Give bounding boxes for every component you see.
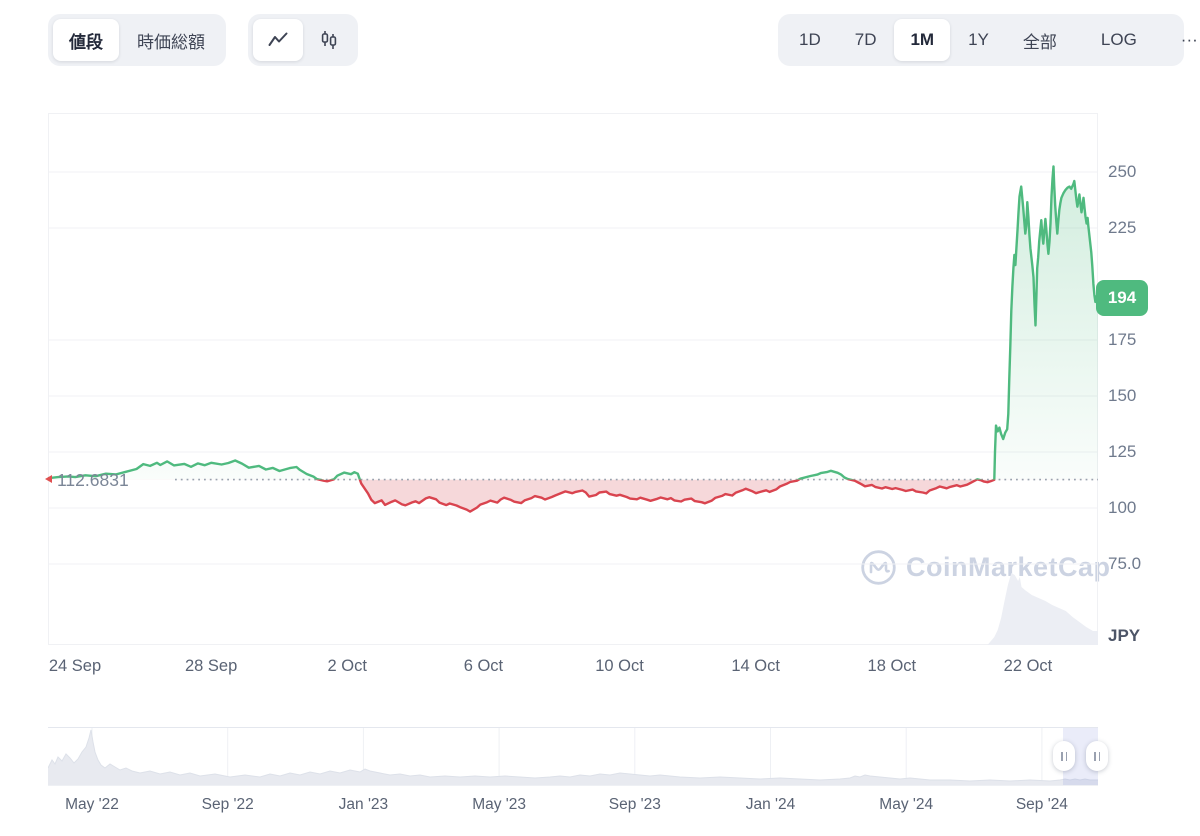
price-line-chart[interactable] bbox=[48, 113, 1098, 645]
navigator-axis-label: May '23 bbox=[472, 796, 526, 813]
range-1y-button[interactable]: 1Y bbox=[952, 19, 1005, 61]
y-axis-label: 75.0 bbox=[1108, 554, 1142, 573]
navigator-right-handle[interactable] bbox=[1086, 741, 1108, 771]
navigator-axis-label: Sep '23 bbox=[608, 796, 661, 813]
line-chart-button[interactable] bbox=[253, 19, 303, 61]
metric-price-button[interactable]: 値段 bbox=[53, 19, 119, 61]
range-toggle: 1D 7D 1M 1Y 全部 LOG ··· bbox=[778, 14, 1198, 66]
range-1d-button[interactable]: 1D bbox=[783, 19, 837, 61]
baseline-price-label: 112.6831 bbox=[57, 470, 129, 490]
range-all-button[interactable]: 全部 bbox=[1007, 19, 1073, 61]
baseline-arrow-icon bbox=[45, 475, 52, 483]
line-chart-icon bbox=[268, 32, 288, 46]
range-7d-button[interactable]: 7D bbox=[839, 19, 893, 61]
navigator-left-handle[interactable] bbox=[1053, 741, 1075, 771]
x-axis-label: 14 Oct bbox=[731, 657, 780, 675]
y-axis-label: 125 bbox=[1108, 442, 1137, 461]
x-axis-label: 6 Oct bbox=[463, 657, 504, 675]
range-1m-button[interactable]: 1M bbox=[894, 19, 951, 61]
x-axis-label: 2 Oct bbox=[327, 657, 367, 675]
y-axis-label: 100 bbox=[1108, 498, 1137, 517]
y-axis-label: 150 bbox=[1108, 386, 1137, 405]
more-options-button[interactable]: ··· bbox=[1165, 19, 1200, 61]
navigator-axis-label: May '22 bbox=[65, 796, 119, 813]
navigator-axis-label: Sep '24 bbox=[1015, 796, 1068, 813]
navigator-axis-label: Jan '23 bbox=[338, 796, 389, 813]
x-axis-label: 18 Oct bbox=[867, 657, 917, 675]
y-axis-label: 175 bbox=[1108, 330, 1137, 349]
navigator-axis-label: May '24 bbox=[879, 796, 934, 813]
y-axis-label: 225 bbox=[1108, 218, 1137, 237]
navigator-axis-label: Sep '22 bbox=[201, 796, 254, 813]
metric-toggle: 値段 時価総額 bbox=[48, 14, 226, 66]
candlestick-button[interactable] bbox=[305, 19, 353, 61]
y-axis-currency-label: JPY bbox=[1108, 626, 1141, 645]
x-axis-label: 22 Oct bbox=[1003, 657, 1053, 675]
x-axis-label: 24 Sep bbox=[48, 657, 102, 675]
metric-marketcap-button[interactable]: 時価総額 bbox=[121, 19, 221, 61]
candlestick-icon bbox=[321, 31, 337, 49]
x-axis-label: 28 Sep bbox=[184, 657, 238, 675]
x-axis-label: 10 Oct bbox=[595, 657, 644, 675]
current-price-badge: 194 bbox=[1096, 280, 1148, 316]
navigator-axis-label: Jan '24 bbox=[745, 796, 796, 813]
y-axis-label: 250 bbox=[1108, 162, 1137, 181]
chart-type-toggle bbox=[248, 14, 358, 66]
navigator-chart[interactable] bbox=[48, 727, 1098, 786]
log-scale-button[interactable]: LOG bbox=[1085, 19, 1153, 61]
main-chart-area: CoinMarketCap bbox=[48, 113, 1110, 645]
